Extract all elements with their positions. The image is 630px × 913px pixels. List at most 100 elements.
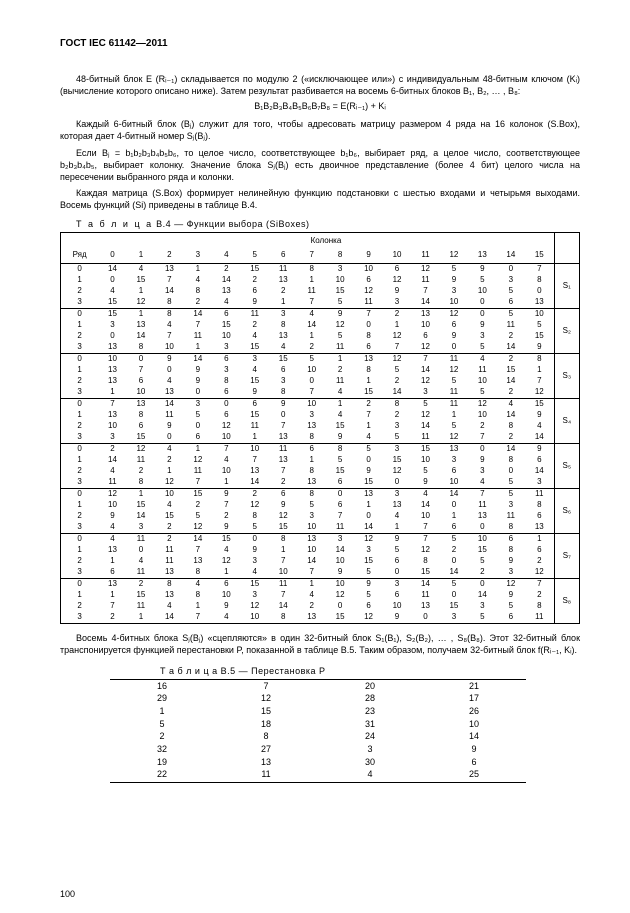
table-cell: 9: [525, 410, 554, 421]
sbox-label: S₈: [554, 578, 579, 623]
table-cell: 14: [127, 511, 155, 522]
table-cell: 9: [326, 567, 354, 579]
table-cell: 9: [241, 545, 269, 556]
table-cell: 7: [184, 477, 212, 489]
table-cell: 13: [354, 353, 382, 365]
row-number: 0: [61, 308, 99, 320]
table-cell: 6: [383, 556, 411, 567]
table-cell: 2: [326, 365, 354, 376]
table-cell: 1: [297, 455, 325, 466]
table-cell: 4: [184, 275, 212, 286]
table-cell: 4: [468, 353, 496, 365]
table-cell: 11: [127, 533, 155, 545]
table-cell: 0: [468, 308, 496, 320]
table-cell: 0: [98, 331, 126, 342]
table-cell: 12: [440, 365, 468, 376]
table-cell: 8: [354, 365, 382, 376]
table-cell: 14: [411, 365, 439, 376]
table-cell: 3: [497, 567, 525, 579]
table-cell: 1: [440, 410, 468, 421]
table-cell: 7: [155, 275, 183, 286]
table-cell: 3: [411, 387, 439, 399]
table-cell: 10: [241, 443, 269, 455]
table-cell: 15: [525, 331, 554, 342]
row-number: 1: [61, 275, 99, 286]
table-cell: 0: [383, 567, 411, 579]
table-cell: 24: [318, 731, 422, 744]
table-cell: 4: [155, 320, 183, 331]
table-cell: 2: [525, 556, 554, 567]
table-cell: 13: [155, 263, 183, 275]
table-cell: 15: [212, 533, 240, 545]
table-cell: 14: [297, 320, 325, 331]
table-cell: 4: [468, 477, 496, 489]
table-cell: 2: [212, 511, 240, 522]
paragraph-4: Каждая матрица (S.Box) формирует нелиней…: [60, 187, 580, 211]
table-cell: 13: [98, 578, 126, 590]
table-cell: 9: [98, 511, 126, 522]
row-number: 1: [61, 590, 99, 601]
table-cell: 1: [354, 500, 382, 511]
table-cell: 10: [422, 718, 526, 731]
table-cell: 9: [212, 522, 240, 534]
table-cell: 10: [155, 342, 183, 354]
column-number: 3: [184, 247, 212, 264]
table-cell: 13: [155, 387, 183, 399]
table-cell: 0: [127, 545, 155, 556]
table-cell: 10: [297, 398, 325, 410]
table-cell: 14: [440, 567, 468, 579]
table-cell: 6: [212, 578, 240, 590]
table-cell: 11: [184, 466, 212, 477]
table-cell: 10: [212, 466, 240, 477]
table-cell: 0: [468, 443, 496, 455]
table-cell: 3: [383, 297, 411, 309]
table-cell: 14: [497, 376, 525, 387]
table-cell: 3: [318, 743, 422, 756]
sbox-label: S₆: [554, 488, 579, 533]
table-cell: 9: [212, 488, 240, 500]
table-cell: 1: [269, 545, 297, 556]
table-cell: 13: [297, 533, 325, 545]
table-cell: 0: [326, 601, 354, 612]
table-cell: 12: [214, 693, 318, 706]
table-cell: 14: [497, 410, 525, 421]
table-cell: 14: [411, 578, 439, 590]
table-cell: 8: [411, 556, 439, 567]
table-cell: 1: [354, 421, 382, 432]
table-cell: 5: [110, 718, 214, 731]
table-cell: 7: [354, 410, 382, 421]
row-number: 3: [61, 387, 99, 399]
table-cell: 8: [497, 455, 525, 466]
table-cell: 3: [297, 511, 325, 522]
table-cell: 5: [468, 612, 496, 624]
table-cell: 13: [98, 376, 126, 387]
table-cell: 14: [497, 443, 525, 455]
table-cell: 4: [241, 331, 269, 342]
table-cell: 8: [127, 477, 155, 489]
table-cell: 8: [269, 533, 297, 545]
row-number: 1: [61, 320, 99, 331]
table-cell: 14: [241, 477, 269, 489]
table-cell: 10: [212, 331, 240, 342]
table-cell: 3: [383, 488, 411, 500]
table-cell: 5: [440, 578, 468, 590]
row-number: 0: [61, 488, 99, 500]
sbox-label: S₁: [554, 263, 579, 308]
table-cell: 4: [212, 612, 240, 624]
table-b5-caption: Т а б л и ц а B.5 — Перестановка P: [160, 666, 580, 676]
table-cell: 8: [497, 522, 525, 534]
table-cell: 9: [241, 297, 269, 309]
table-cell: 7: [184, 612, 212, 624]
table-cell: 10: [155, 488, 183, 500]
table-cell: 1: [212, 477, 240, 489]
table-cell: 4: [155, 601, 183, 612]
table-cell: 13: [214, 756, 318, 769]
table-cell: 11: [127, 567, 155, 579]
table-cell: 2: [241, 488, 269, 500]
table-cell: 0: [155, 365, 183, 376]
table-cell: 2: [127, 578, 155, 590]
row-number: 1: [61, 365, 99, 376]
sbox-label: S₄: [554, 398, 579, 443]
table-cell: 9: [326, 308, 354, 320]
table-cell: 2: [440, 545, 468, 556]
